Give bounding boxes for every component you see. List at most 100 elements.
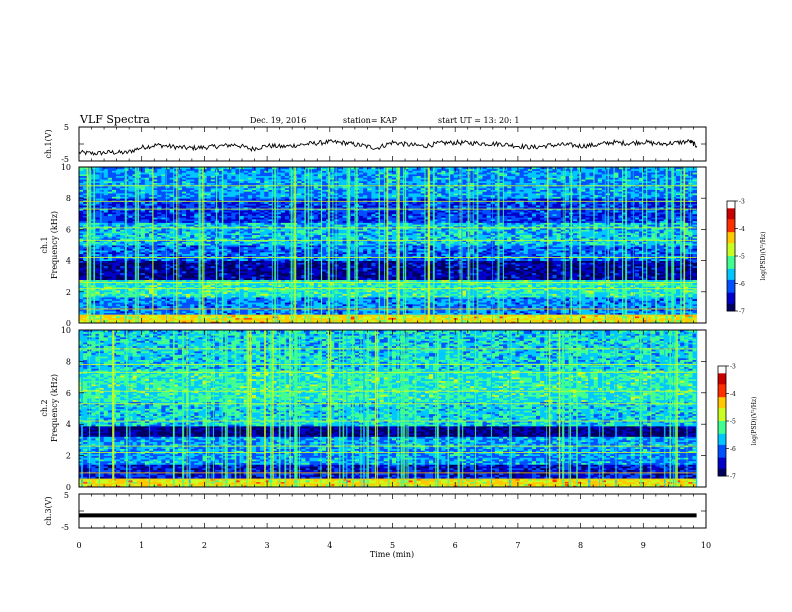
spectrogram-cell [342, 291, 348, 294]
spectrogram-cell [313, 321, 319, 323]
spectrogram-cell [177, 297, 183, 300]
spectrogram-cell [218, 286, 224, 289]
spectrogram-cell [544, 269, 549, 272]
spectrogram-cell [667, 277, 673, 281]
spectrogram-cell [165, 276, 170, 279]
spectrogram-cell [593, 274, 599, 277]
spectrogram-cell [264, 271, 269, 274]
spectrogram-cell [453, 312, 459, 315]
spectrogram-cell [387, 272, 393, 275]
spectrogram-cell [284, 286, 290, 289]
spectrogram-cell [313, 286, 319, 289]
spectrogram-cell [363, 269, 368, 272]
spectrogram-cell [186, 288, 191, 291]
spectrogram-cell [165, 279, 170, 282]
spectrogram-cell [511, 309, 516, 312]
spectrogram-cell [523, 295, 529, 298]
spectrogram-cell [610, 316, 615, 319]
spectrogram-cell [276, 265, 282, 268]
spectrogram-cell [536, 293, 541, 296]
spectrogram-cell [540, 283, 545, 286]
spectrogram-cell [223, 267, 228, 270]
spectrogram-cell [116, 305, 121, 308]
spectrogram-cell [523, 321, 529, 323]
spectrogram-cell [99, 265, 105, 268]
spectrogram-cell [474, 298, 479, 301]
spectrogram-cell [367, 303, 372, 307]
spectrogram-cell [268, 269, 273, 272]
spectrogram-cell [589, 317, 595, 320]
spectrogram-cell [482, 312, 488, 315]
spectrogram-cell [227, 300, 232, 303]
spectrogram-cell [556, 271, 562, 274]
spectrogram-cell [622, 303, 627, 307]
spectrogram-cell [309, 291, 315, 294]
spectrogram-cell [638, 297, 644, 300]
spectrogram-cell [548, 269, 553, 272]
spectrogram-cell [358, 310, 364, 313]
spectrogram-cell [412, 277, 418, 281]
spectrogram-cell [391, 274, 397, 277]
spectrogram-cell [548, 297, 553, 300]
spectrogram-cell [622, 284, 627, 287]
spectrogram-cell [235, 265, 240, 268]
spectrogram-cell [638, 288, 644, 291]
spectrogram-cell [194, 291, 199, 294]
spectrogram-cell [243, 290, 249, 293]
spectrogram-cell [552, 319, 558, 322]
spectrogram-cell [194, 319, 199, 322]
spectrogram-cell [338, 305, 343, 308]
spectrogram-cell [309, 276, 315, 279]
spectrogram-cell [103, 300, 109, 303]
spectrogram-cell [276, 288, 282, 291]
spectrogram-cell [95, 300, 100, 303]
spectrogram-cell [581, 290, 586, 293]
spectrogram-cell [420, 297, 426, 300]
spectrogram-cell [511, 288, 516, 291]
spectrogram-cell [161, 283, 166, 286]
spectrogram-cell [309, 283, 315, 286]
spectrogram-cell [490, 284, 496, 287]
spectrogram-cell [206, 316, 212, 319]
spectrogram-cell [235, 319, 240, 322]
spectrogram-cell [503, 293, 508, 296]
spectrogram-cell [486, 274, 492, 277]
spectrogram-cell [655, 321, 660, 323]
spectrogram-cell [387, 300, 393, 303]
spectrogram-cell [379, 305, 385, 308]
spectrogram-cell [79, 290, 84, 293]
spectrogram-cell [309, 295, 315, 298]
spectrogram-cell [634, 271, 640, 274]
spectrogram-cell [449, 277, 455, 281]
spectrogram-cell [144, 295, 150, 298]
spectrogram-cell [243, 295, 249, 298]
spectrogram-cell [379, 295, 385, 298]
spectrogram-cell [206, 276, 212, 279]
spectrogram-cell [231, 290, 236, 293]
spectrogram-cell [375, 277, 380, 281]
spectrogram-cell [498, 319, 504, 322]
spectrogram-cell [132, 291, 138, 294]
spectrogram-cell [169, 279, 175, 282]
spectrogram-cell [680, 291, 685, 294]
spectrogram-cell [367, 321, 372, 323]
spectrogram-cell [482, 317, 488, 320]
spectrogram-cell [218, 291, 224, 294]
spectrogram-cell [297, 319, 302, 322]
spectrogram-cell [441, 293, 446, 296]
spectrogram-cell [301, 302, 306, 305]
spectrogram-cell [601, 316, 607, 319]
spectrogram-cell [548, 295, 553, 298]
spectrogram-cell [593, 309, 599, 312]
spectrogram-cell [437, 298, 442, 301]
spectrogram-cell [507, 288, 512, 291]
spectrogram-cell [309, 277, 315, 281]
spectrogram-cell [128, 321, 133, 323]
spectrogram-cell [634, 279, 640, 282]
spectrogram-cell [461, 293, 467, 296]
spectrogram-cell [107, 288, 113, 291]
spectrogram-cell [404, 274, 409, 277]
spectrogram-cell [383, 321, 389, 323]
spectrogram-cell [581, 303, 586, 307]
spectrogram-cell [680, 295, 685, 298]
